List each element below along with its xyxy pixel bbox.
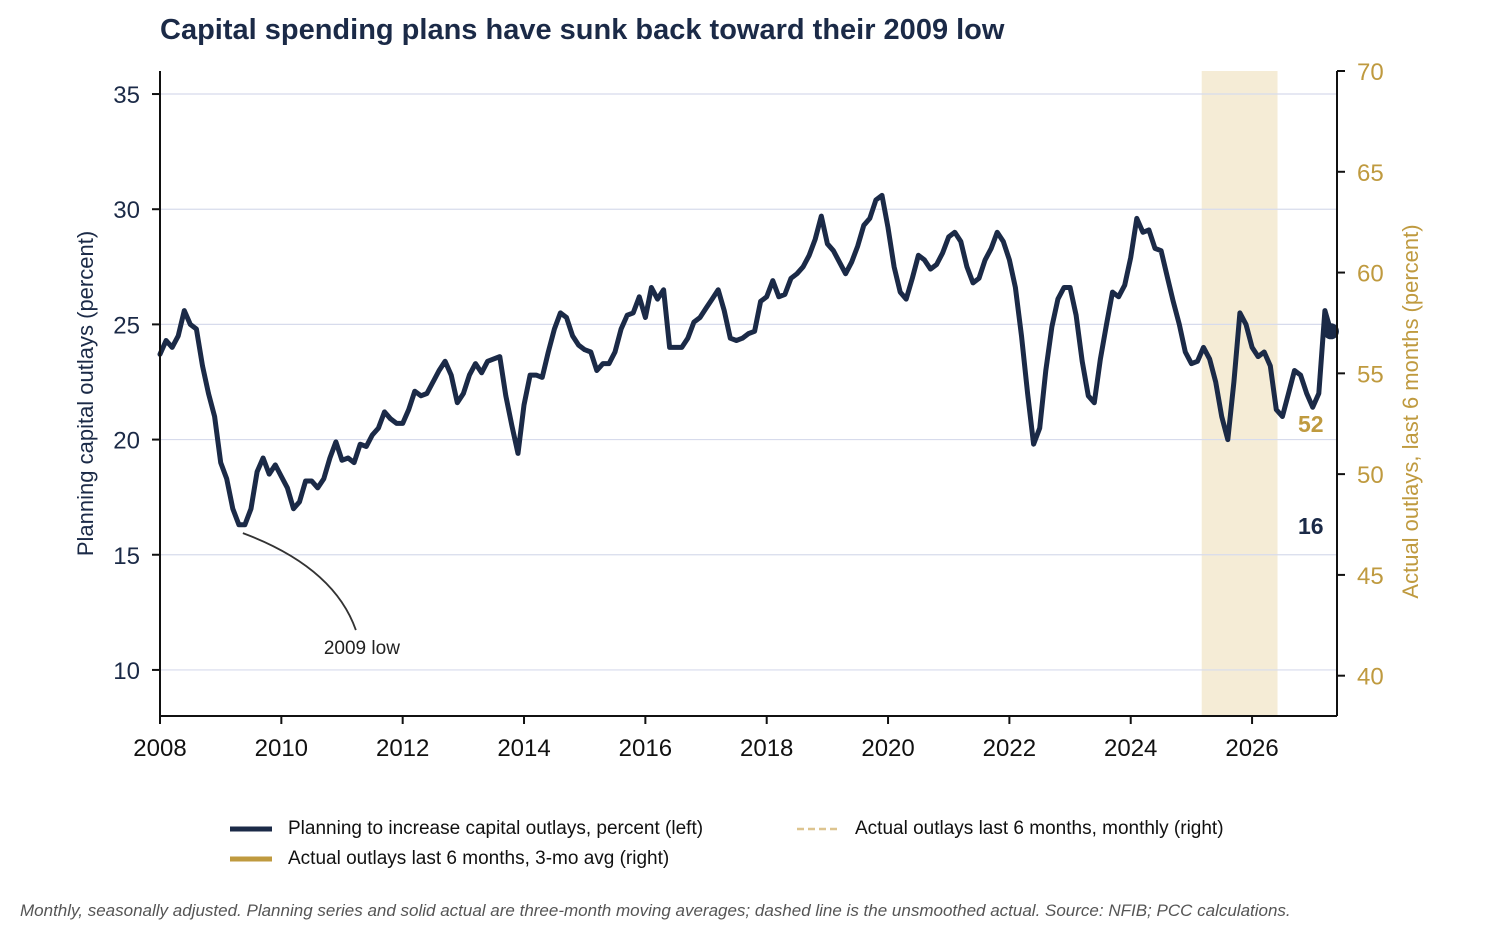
annotation-label: 2009 low: [324, 638, 400, 659]
x-tick-label: 2024: [1104, 735, 1157, 762]
y-right-axis-title: Actual outlays, last 6 months (percent): [1398, 224, 1423, 598]
shaded-region: [1201, 71, 1278, 716]
y-left-tick-label: 30: [113, 197, 140, 224]
end-label-planning: 16: [1298, 513, 1324, 539]
series-end-dot-0: [1322, 323, 1339, 340]
x-tick-label: 2008: [133, 735, 186, 762]
y-left-tick-label: 15: [113, 543, 140, 570]
y-left-tick-label: 20: [113, 428, 140, 455]
legend-item-actual-monthly: Actual outlays last 6 months, monthly (r…: [797, 816, 1224, 842]
legend-swatch-actual-avg: [230, 856, 272, 862]
x-tick-label: 2018: [740, 735, 793, 762]
gridlines: [160, 93, 1337, 671]
y-right-tick-label: 45: [1357, 563, 1384, 590]
x-tick-label: 2012: [376, 735, 429, 762]
chart-title: Capital spending plans have sunk back to…: [160, 14, 1005, 46]
x-tick-label: 2014: [497, 735, 550, 762]
y-right-tick-label: 70: [1357, 59, 1384, 86]
legend-swatch-actual-monthly: [797, 827, 839, 831]
x-tick-label: 2022: [983, 735, 1036, 762]
shaded-period: [1201, 71, 1278, 716]
x-tick-label: 2010: [255, 735, 308, 762]
y-left-tick-label: 35: [113, 82, 140, 109]
y-left-tick-label: 10: [113, 658, 140, 685]
annotation-arrow: [242, 532, 357, 631]
y-left-axis-title: Planning capital outlays (percent): [73, 231, 98, 556]
y-right-tick-label: 50: [1357, 462, 1384, 489]
y-right-tick-label: 55: [1357, 361, 1384, 388]
x-tick-label: 2026: [1225, 735, 1278, 762]
x-tick-label: 2016: [619, 735, 672, 762]
legend-label-actual-avg: Actual outlays last 6 months, 3-mo avg (…: [288, 848, 670, 869]
legend-label-actual-monthly: Actual outlays last 6 months, monthly (r…: [855, 818, 1224, 839]
y-left-tick-label: 25: [113, 312, 140, 339]
y-right-tick-label: 65: [1357, 160, 1384, 187]
legend-label-planning: Planning to increase capital outlays, pe…: [288, 818, 704, 839]
series-line-0: [157, 192, 1334, 528]
legend-item-planning: Planning to increase capital outlays, pe…: [230, 816, 703, 842]
x-tick-label: 2020: [861, 735, 914, 762]
legend-item-actual-avg: Actual outlays last 6 months, 3-mo avg (…: [230, 846, 669, 872]
footnote: Monthly, seasonally adjusted. Planning s…: [20, 901, 1291, 920]
y-right-tick-label: 40: [1357, 664, 1384, 691]
legend-swatch-planning: [230, 826, 272, 832]
end-label-actual: 52: [1298, 411, 1324, 437]
axes: [152, 70, 1345, 724]
y-right-tick-label: 60: [1357, 261, 1384, 288]
series: [157, 192, 1339, 631]
